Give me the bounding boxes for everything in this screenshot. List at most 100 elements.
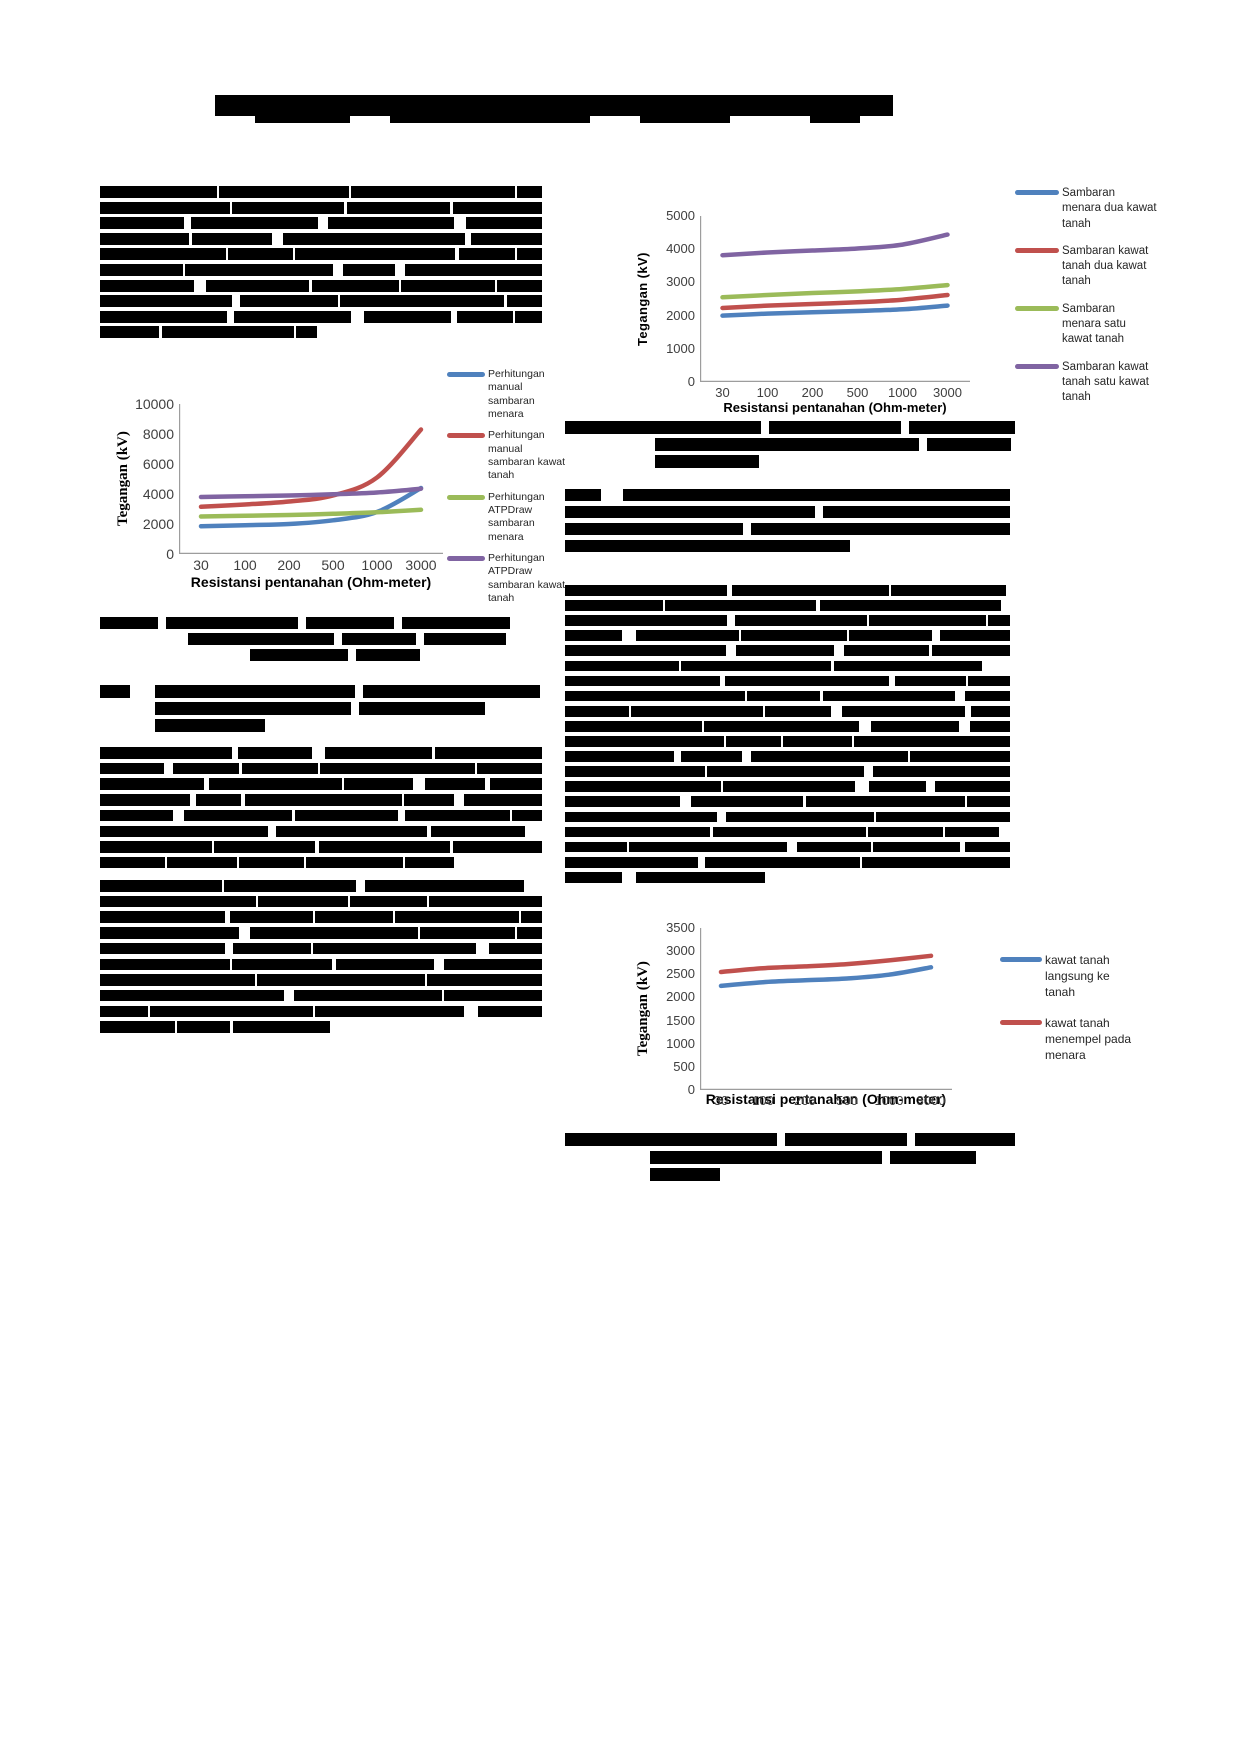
redaction-bar	[100, 809, 173, 822]
legend-swatch-line	[1015, 305, 1059, 311]
x-tick-label: 500	[846, 385, 869, 400]
redaction-bar	[967, 796, 1010, 808]
redaction-bar	[452, 841, 542, 853]
redaction-bar	[751, 523, 1010, 535]
y-tick-label: 4000	[142, 486, 174, 502]
redaction-bar	[215, 95, 893, 116]
redaction-bar	[891, 585, 1006, 596]
redaction-bar	[565, 506, 815, 518]
y-tick-label: 2000	[142, 516, 174, 532]
series-line-2	[720, 282, 950, 300]
redaction-bar	[805, 796, 965, 808]
redaction-bar	[364, 880, 525, 892]
legend-swatch-line	[1015, 363, 1059, 369]
x-tick-label: 30	[715, 385, 730, 400]
redaction-bar	[232, 1021, 330, 1033]
redaction-bar	[343, 778, 413, 790]
redaction-bar	[466, 217, 542, 230]
legend-label: Perhitungan ATPDraw sambaran kawat tanah	[488, 551, 566, 604]
legend-swatch-line	[447, 372, 485, 377]
redaction-bar	[100, 186, 217, 198]
redaction-bar	[655, 455, 759, 468]
redaction-bar	[233, 942, 311, 955]
redaction-bar	[915, 1133, 1015, 1146]
redaction-bar	[909, 421, 1015, 434]
redaction-bar	[476, 762, 542, 775]
y-tick-label: 3500	[666, 920, 695, 935]
redaction-bar	[565, 856, 698, 868]
redaction-bar	[100, 295, 233, 308]
y-axis-title: Tegangan (kV)	[115, 431, 131, 527]
redaction-bar	[311, 279, 399, 292]
legend-entry: Sambaran kawat tanah satu kawat tanah	[1015, 360, 1157, 406]
x-tick-label: 3000	[933, 385, 962, 400]
y-tick-label: 4000	[666, 241, 695, 257]
legend-swatch-line	[1015, 247, 1059, 253]
x-tick-label: 500	[321, 557, 345, 573]
redaction-bar	[100, 794, 191, 806]
redaction-bar	[463, 794, 542, 806]
redaction-bar	[100, 685, 130, 698]
redaction-bar	[782, 736, 852, 747]
y-tick-label: 2000	[666, 989, 695, 1005]
redaction-bar	[229, 911, 314, 923]
redaction-bar	[402, 617, 510, 629]
redaction-bar	[232, 958, 332, 970]
redaction-bar	[342, 633, 416, 646]
redaction-bar	[565, 736, 724, 747]
redaction-bar	[195, 794, 241, 806]
redaction-bar	[517, 186, 542, 198]
redaction-bar	[876, 811, 1010, 823]
redaction-bar	[100, 1021, 175, 1033]
redaction-bar	[565, 811, 718, 823]
y-tick-label: 1000	[666, 1035, 695, 1051]
redaction-bar	[294, 989, 442, 1002]
redaction-bar	[517, 927, 542, 939]
legend-swatch-line	[1000, 1019, 1042, 1025]
x-axis-title: Resistansi pentanahan (Ohm-meter)	[723, 400, 947, 415]
redaction-bar	[306, 617, 394, 629]
redaction-bar	[155, 719, 265, 732]
redaction-bar	[565, 585, 728, 596]
redaction-bar	[100, 856, 165, 869]
redaction-bar	[565, 660, 680, 672]
redaction-bar	[565, 615, 727, 626]
x-tick-label: 1000	[874, 1093, 904, 1108]
y-tick-label: 1500	[666, 1012, 695, 1028]
redaction-bar	[346, 201, 451, 214]
redaction-bar	[434, 747, 542, 759]
redaction-bar	[100, 232, 190, 245]
redaction-bar	[240, 295, 338, 308]
redaction-bar	[205, 279, 310, 292]
legend-entry: kawat tanah langsung ke tanah	[1000, 952, 1141, 1001]
redaction-bar	[867, 826, 943, 838]
redaction-bar	[306, 856, 403, 869]
redaction-bar	[404, 264, 542, 276]
redaction-bar	[255, 116, 350, 123]
redaction-bar	[459, 248, 515, 261]
redaction-bar	[295, 248, 455, 261]
redaction-bar	[315, 911, 393, 923]
redaction-bar	[823, 506, 1010, 518]
redaction-bar	[934, 781, 1010, 793]
y-tick-label: 3000	[666, 274, 695, 290]
redaction-bar	[343, 264, 395, 276]
redaction-bar	[750, 751, 908, 762]
redaction-bar	[650, 1150, 882, 1164]
y-tick-label: 2000	[666, 307, 695, 323]
redaction-bar	[431, 825, 525, 837]
redaction-bar	[364, 310, 452, 323]
redaction-bar	[640, 116, 730, 123]
series-line-3	[198, 486, 424, 500]
redaction-bar	[565, 690, 746, 702]
redaction-bar	[631, 705, 763, 717]
redaction-bar	[873, 766, 1010, 777]
redaction-bar	[100, 264, 183, 276]
line-plot	[700, 216, 970, 382]
redaction-bar	[704, 856, 861, 868]
redaction-bar	[100, 310, 228, 323]
redaction-bar	[241, 762, 318, 775]
redaction-bar	[427, 974, 542, 986]
redaction-bar	[429, 895, 542, 908]
